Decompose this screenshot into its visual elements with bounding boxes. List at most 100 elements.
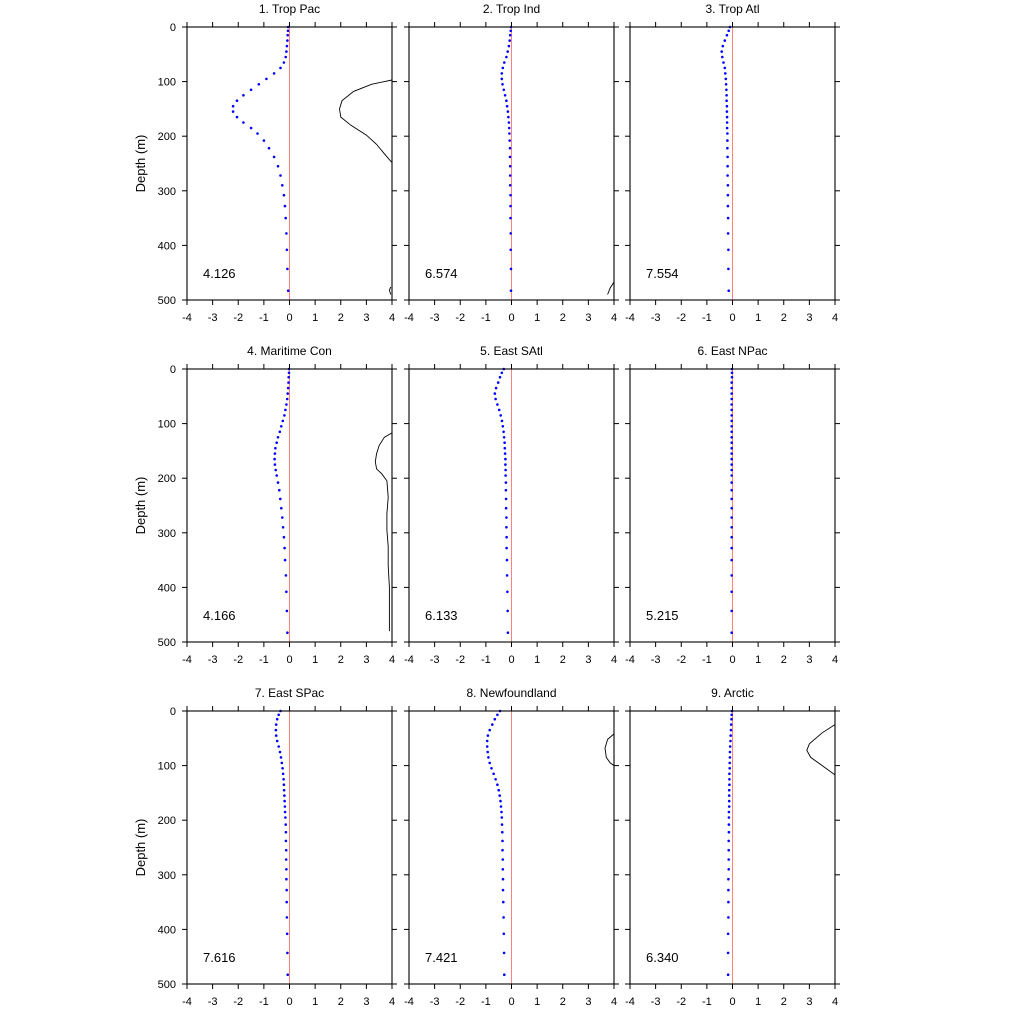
panel-stat-value: 4.126: [203, 266, 236, 281]
data-point: [286, 973, 290, 976]
data-point: [498, 375, 502, 379]
data-point: [284, 574, 288, 577]
data-point: [286, 631, 289, 634]
data-point: [506, 590, 509, 594]
x-tick-label: -3: [208, 996, 218, 1008]
data-point: [726, 139, 729, 142]
x-tick-label: 0: [286, 996, 292, 1008]
data-point: [730, 488, 733, 492]
data-point: [492, 772, 495, 776]
x-tick-label: -3: [651, 996, 661, 1008]
data-point: [281, 516, 284, 519]
x-tick-label: 3: [585, 312, 591, 324]
data-point: [285, 397, 289, 401]
y-tick-label: 200: [158, 473, 176, 485]
panel-stat-value: 5.215: [646, 608, 679, 623]
data-point: [491, 723, 494, 726]
y-tick-label: 100: [158, 77, 176, 89]
x-tick-label: -1: [702, 312, 712, 324]
x-tick-label: 1: [755, 654, 761, 666]
x-tick-label: -1: [702, 654, 712, 666]
data-point: [730, 713, 733, 717]
data-point: [274, 468, 278, 472]
data-point: [500, 371, 504, 375]
data-point: [504, 457, 507, 461]
data-point: [281, 419, 285, 423]
data-point: [499, 805, 503, 808]
data-point: [267, 146, 271, 150]
data-point: [730, 381, 733, 384]
y-tick-label: 100: [158, 419, 176, 431]
data-point: [500, 823, 504, 826]
data-point: [262, 139, 266, 142]
x-tick-label: 1: [755, 996, 761, 1008]
data-point: [727, 805, 731, 808]
data-point: [727, 29, 730, 33]
data-point: [501, 425, 505, 428]
data-point: [265, 77, 268, 81]
data-point: [505, 546, 508, 550]
data-point: [509, 232, 512, 235]
data-point: [278, 488, 281, 492]
data-point: [498, 794, 502, 797]
data-point: [277, 713, 281, 717]
data-point: [726, 155, 729, 159]
y-tick-label: 400: [158, 240, 176, 252]
x-tick-label: 4: [832, 654, 838, 666]
data-point: [501, 83, 504, 86]
data-point: [274, 723, 278, 726]
panel-title: 9. Arctic: [711, 686, 754, 700]
data-point: [508, 184, 512, 187]
data-point: [721, 44, 725, 48]
data-point: [725, 99, 728, 102]
x-tick-label: 3: [806, 654, 812, 666]
profile-curve: [806, 724, 835, 776]
x-tick-label: -3: [430, 996, 440, 1008]
data-point: [729, 739, 732, 743]
y-tick-label: 500: [158, 979, 176, 991]
data-point: [507, 121, 511, 124]
data-point: [728, 767, 731, 770]
x-tick-label: 2: [338, 654, 344, 666]
data-point: [284, 55, 288, 59]
panel-title: 4. Maritime Con: [247, 344, 332, 358]
data-point: [725, 115, 729, 119]
data-point: [730, 609, 733, 613]
data-point: [509, 216, 512, 220]
x-tick-label: 0: [729, 654, 735, 666]
data-point: [257, 83, 261, 86]
data-point: [282, 778, 285, 781]
data-point: [249, 126, 253, 130]
data-point: [285, 868, 288, 871]
data-point: [500, 77, 504, 81]
data-point: [509, 193, 512, 197]
data-point: [725, 110, 729, 113]
panel-title: 2. Trop Ind: [483, 2, 540, 16]
data-point: [727, 289, 730, 293]
data-point: [728, 745, 732, 748]
data-point: [278, 750, 282, 754]
x-tick-label: 2: [781, 312, 787, 324]
data-point: [273, 452, 277, 455]
panel-title: 8. Newfoundland: [466, 686, 556, 700]
data-point: [285, 248, 289, 252]
data-point: [242, 94, 245, 97]
x-tick-label: -3: [430, 312, 440, 324]
data-point: [280, 425, 283, 428]
data-point: [505, 99, 508, 102]
y-tick-label: 300: [158, 186, 176, 198]
data-point: [502, 436, 506, 439]
x-tick-label: -3: [430, 654, 440, 666]
data-point: [727, 858, 730, 861]
data-point: [723, 39, 727, 42]
data-point: [509, 248, 512, 252]
data-point: [508, 174, 512, 177]
x-tick-label: 4: [389, 996, 395, 1008]
y-tick-label: 0: [170, 364, 176, 376]
data-point: [284, 858, 288, 861]
data-point: [274, 446, 277, 450]
y-tick-label: 400: [158, 582, 176, 594]
x-tick-label: -1: [259, 654, 269, 666]
data-point: [286, 289, 290, 293]
